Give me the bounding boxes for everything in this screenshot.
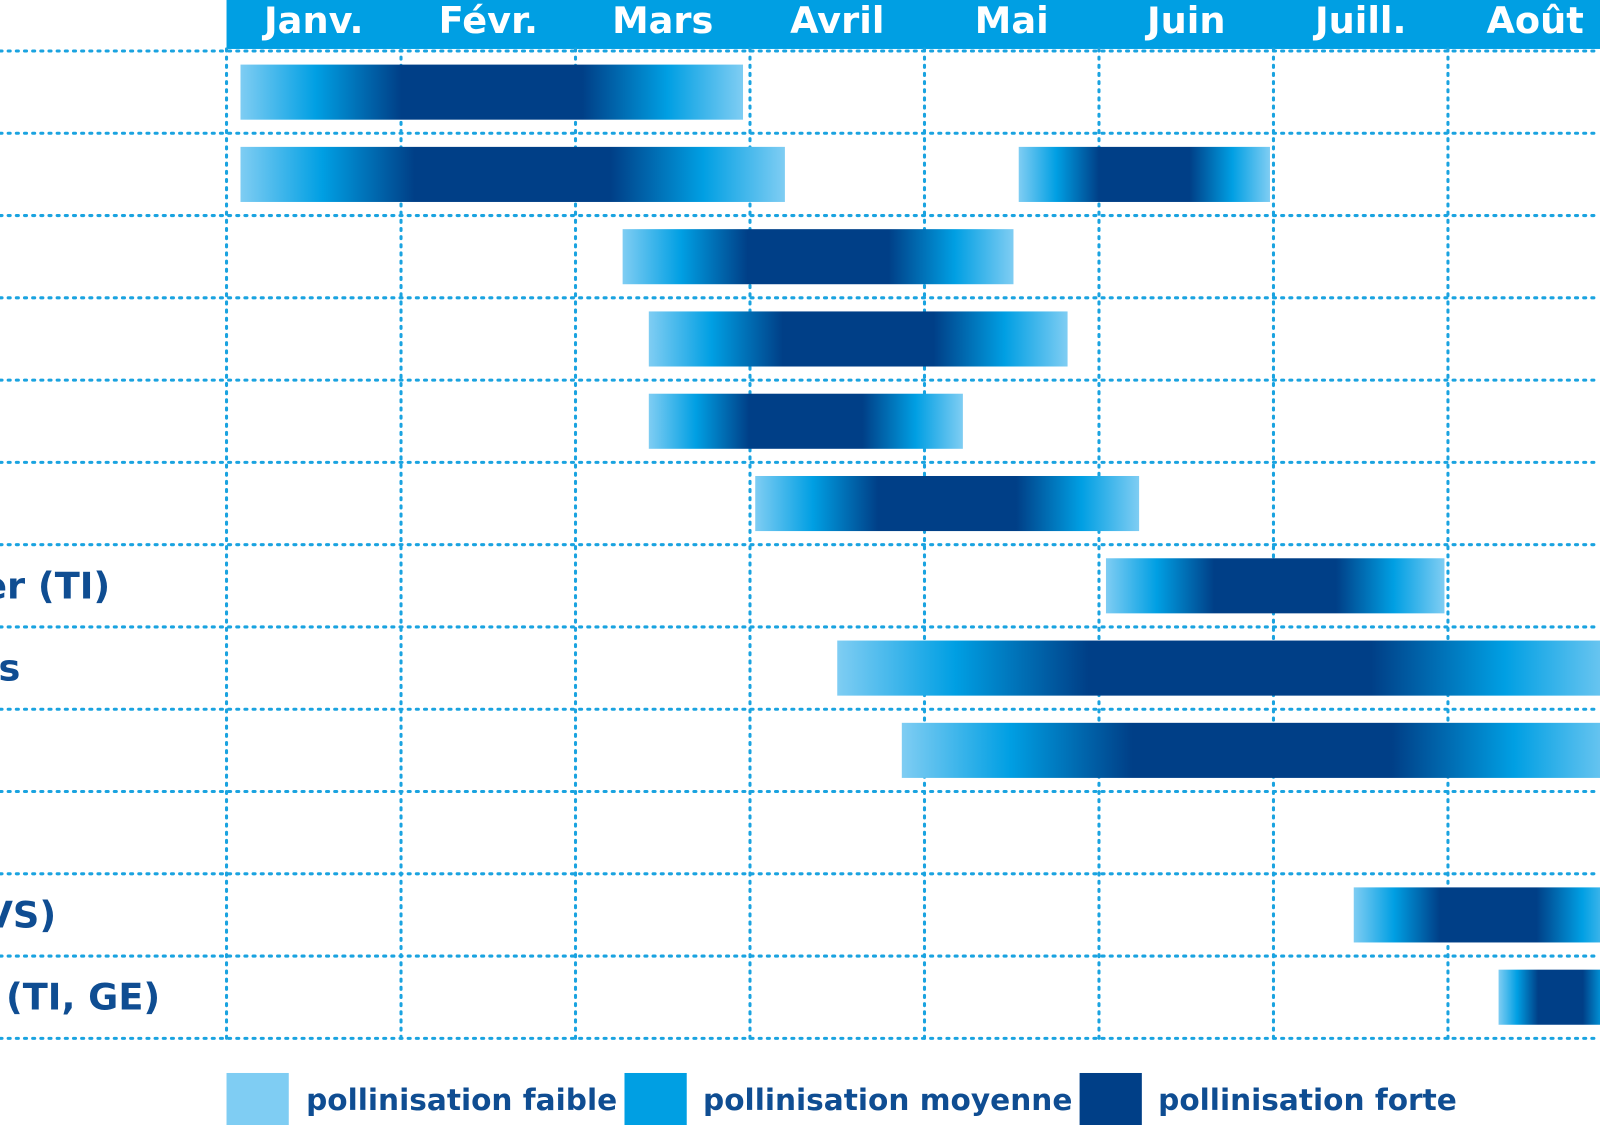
pollen-bar (648, 393, 963, 449)
category-label: e (TI, GE) (0, 976, 160, 1019)
legend-label: pollinisation moyenne (703, 1083, 1072, 1117)
pollen-bar (622, 229, 1014, 285)
pollen-bar (901, 722, 1600, 778)
category-label: VS) (0, 893, 56, 936)
legend-swatch (226, 1072, 289, 1125)
legend-label: pollinisation forte (1158, 1083, 1457, 1117)
pollen-bar (1498, 969, 1600, 1025)
month-label: Août (1487, 0, 1584, 42)
pollen-bar (1018, 146, 1270, 202)
month-label: Mai (975, 0, 1049, 42)
pollen-bar (1105, 558, 1445, 614)
header-band (226, 0, 1600, 49)
month-label: Janv. (261, 0, 364, 42)
pollen-bar (755, 475, 1140, 532)
legend-swatch (624, 1072, 687, 1125)
month-label: Avril (790, 0, 884, 42)
pollen-bar (648, 311, 1068, 367)
legend-swatch (1079, 1072, 1142, 1125)
legend-label: pollinisation faible (306, 1083, 617, 1117)
category-label: es (0, 647, 20, 690)
category-label: er (TI) (0, 564, 110, 607)
month-label: Juill. (1312, 0, 1407, 42)
month-label: Févr. (439, 0, 538, 42)
pollen-bar (240, 64, 744, 120)
month-label: Mars (612, 0, 713, 42)
month-label: Juin (1144, 0, 1226, 42)
pollen-bar (837, 640, 1600, 696)
pollen-bar (240, 146, 785, 202)
pollen-bar (1353, 887, 1600, 943)
